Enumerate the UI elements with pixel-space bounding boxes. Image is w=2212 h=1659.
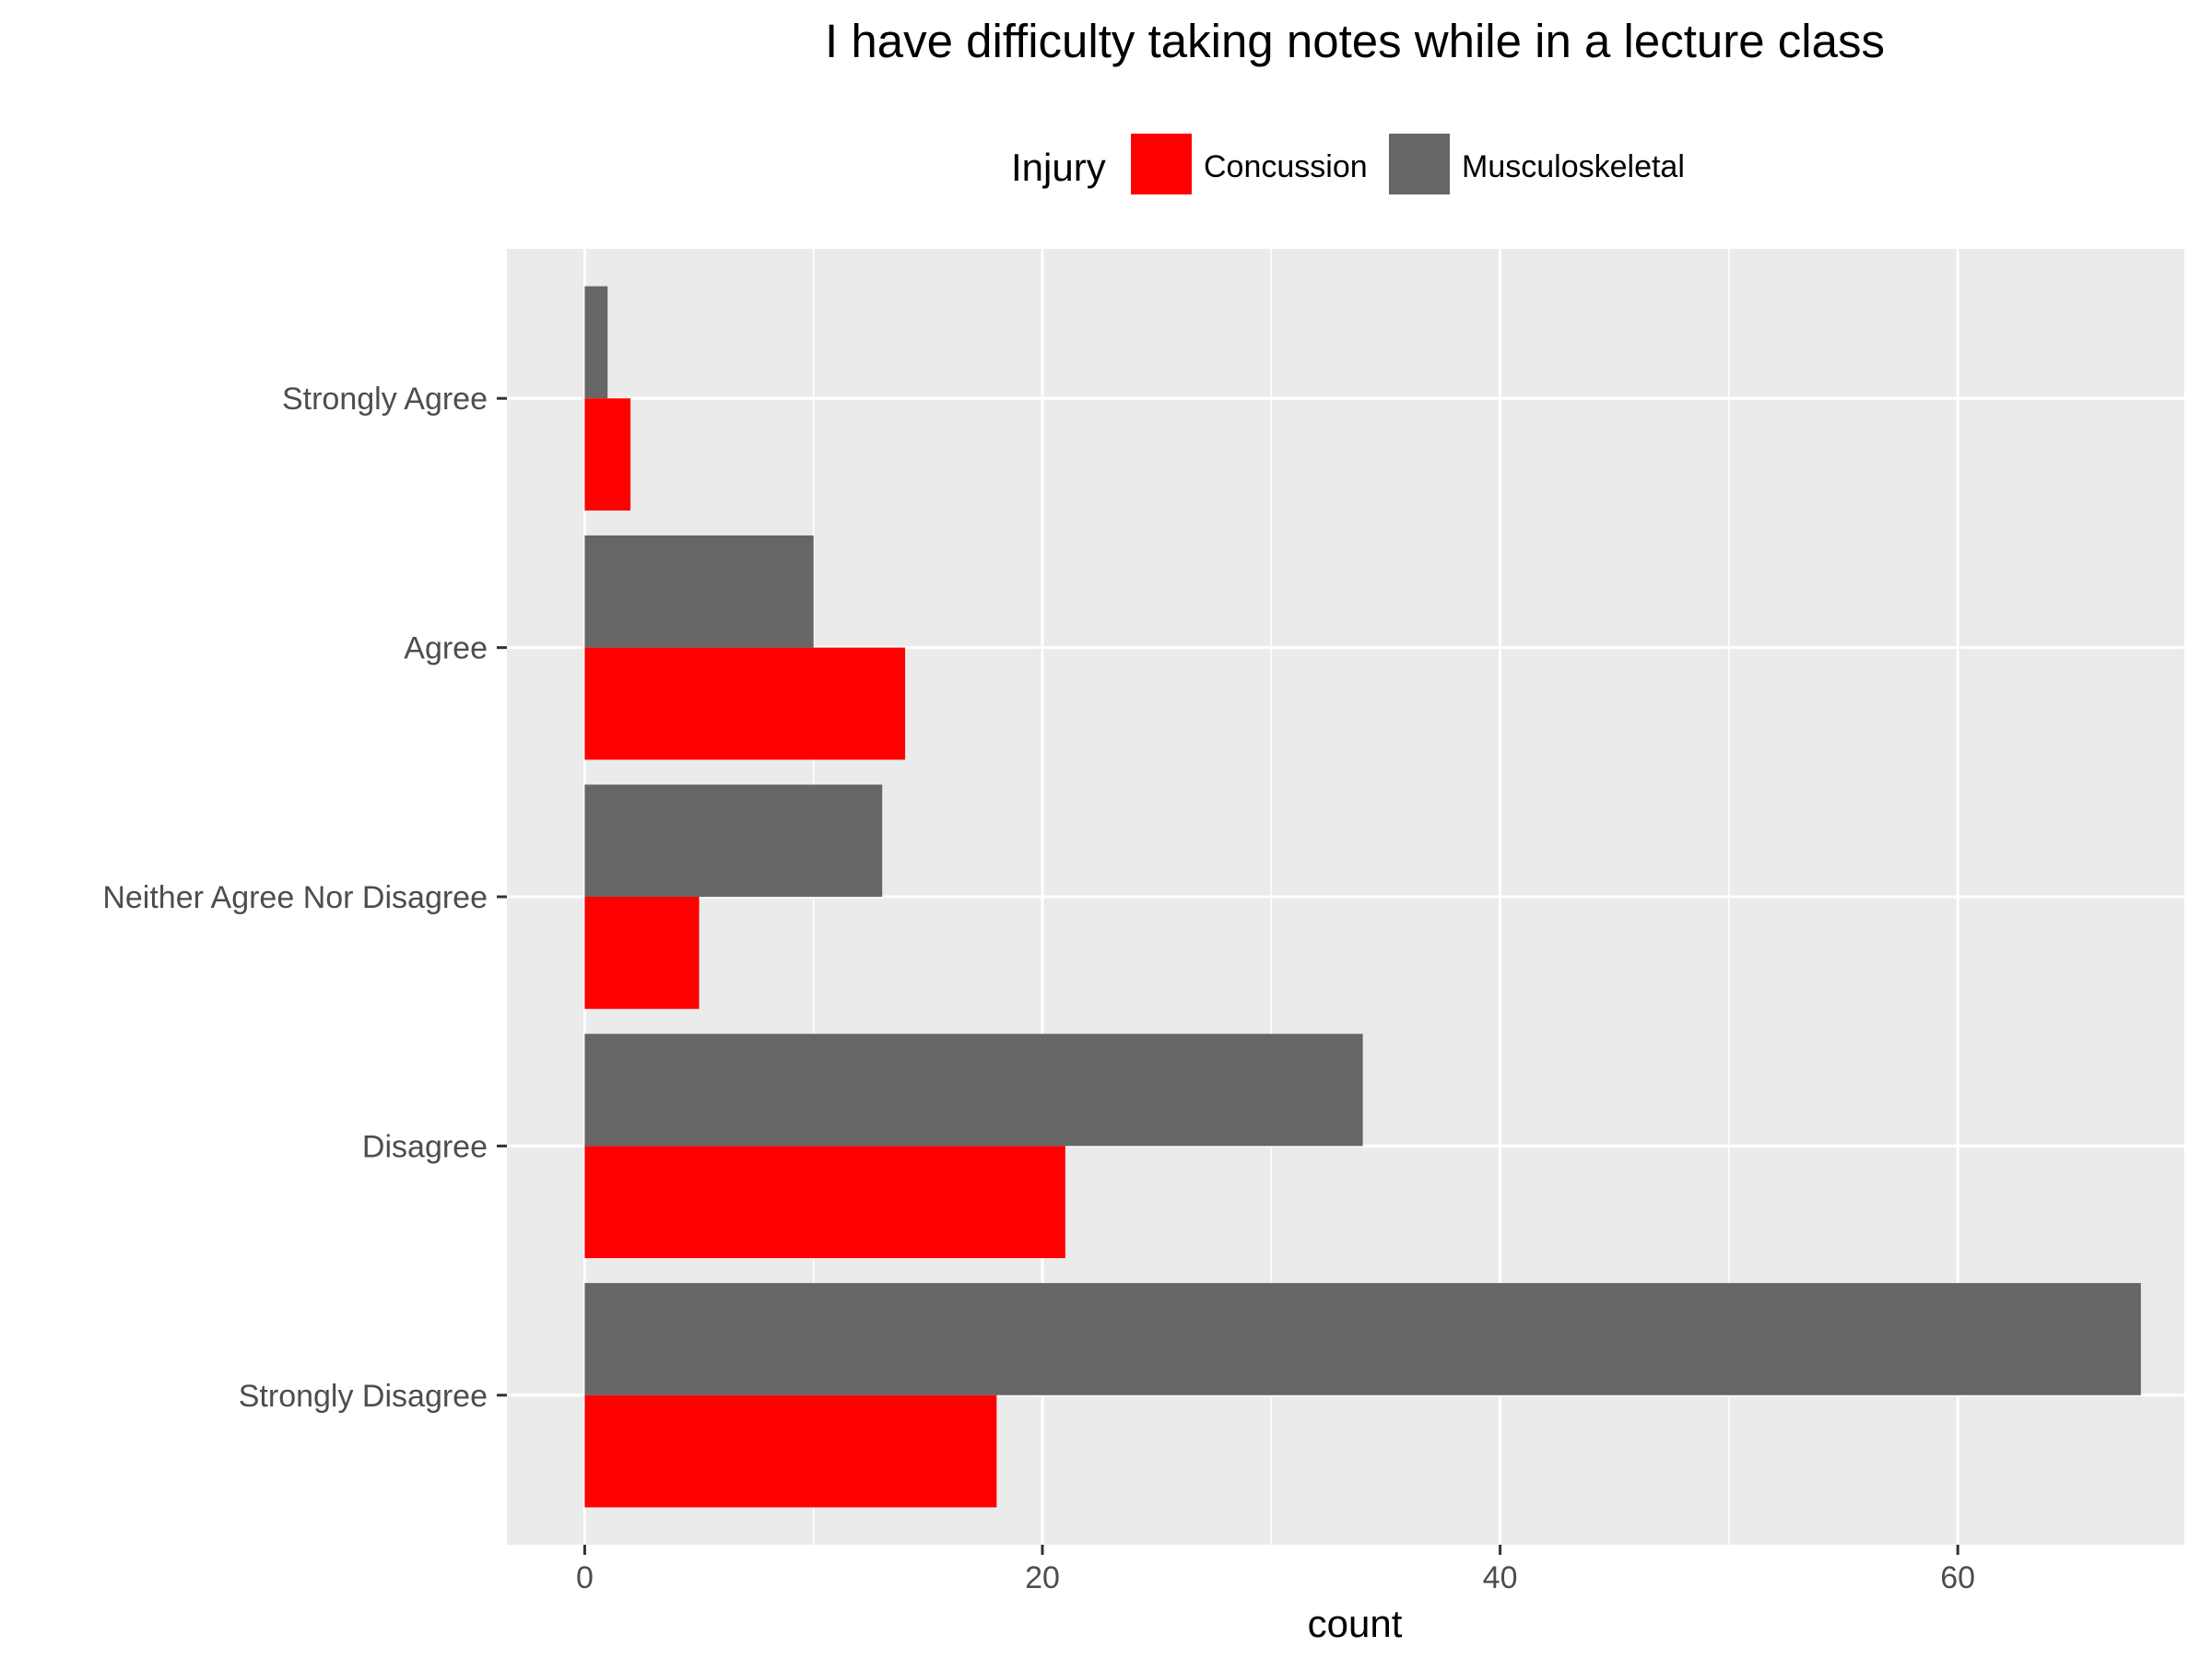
x-tick-label: 0 <box>576 1560 594 1595</box>
y-tick-label: Disagree <box>362 1129 488 1164</box>
y-tick-label: Strongly Agree <box>282 382 488 417</box>
bars <box>584 286 2141 1508</box>
legend-title: Injury <box>1011 146 1106 189</box>
legend-items: Concussion Musculoskeletal <box>1131 134 1685 194</box>
bar-concussion <box>584 1146 1065 1259</box>
y-axis: Strongly Agree Agree Neither Agree Nor Dis… <box>102 382 507 1414</box>
bar-musculoskeletal <box>584 535 814 648</box>
y-tick-label: Neither Agree Nor Disagree <box>102 880 488 915</box>
bar-concussion <box>584 398 631 511</box>
bar-musculoskeletal <box>584 286 608 399</box>
x-axis-title: count <box>1308 1602 1403 1645</box>
bar-concussion <box>584 897 700 1009</box>
legend-swatch-musculoskeletal <box>1389 134 1450 194</box>
chart-title: I have difficulty taking notes while in … <box>825 15 1885 67</box>
y-tick-label: Agree <box>404 631 488 666</box>
x-tick-label: 40 <box>1483 1560 1518 1595</box>
bar-musculoskeletal <box>584 1283 2141 1395</box>
legend-label-concussion: Concussion <box>1204 149 1368 184</box>
bar-concussion <box>584 647 906 760</box>
x-tick-label: 60 <box>1940 1560 1975 1595</box>
x-axis: 0 20 40 60 <box>576 1545 1975 1595</box>
legend-swatch-concussion <box>1131 134 1192 194</box>
y-tick-label: Strongly Disagree <box>239 1379 488 1414</box>
bar-concussion <box>584 1394 997 1508</box>
legend: Injury Concussion Musculoskeletal <box>1011 134 1685 194</box>
plot-panel <box>507 249 2184 1545</box>
bar-musculoskeletal <box>584 1033 1363 1147</box>
legend-label-musculoskeletal: Musculoskeletal <box>1462 149 1685 184</box>
bar-musculoskeletal <box>584 784 883 897</box>
x-tick-label: 20 <box>1025 1560 1060 1595</box>
